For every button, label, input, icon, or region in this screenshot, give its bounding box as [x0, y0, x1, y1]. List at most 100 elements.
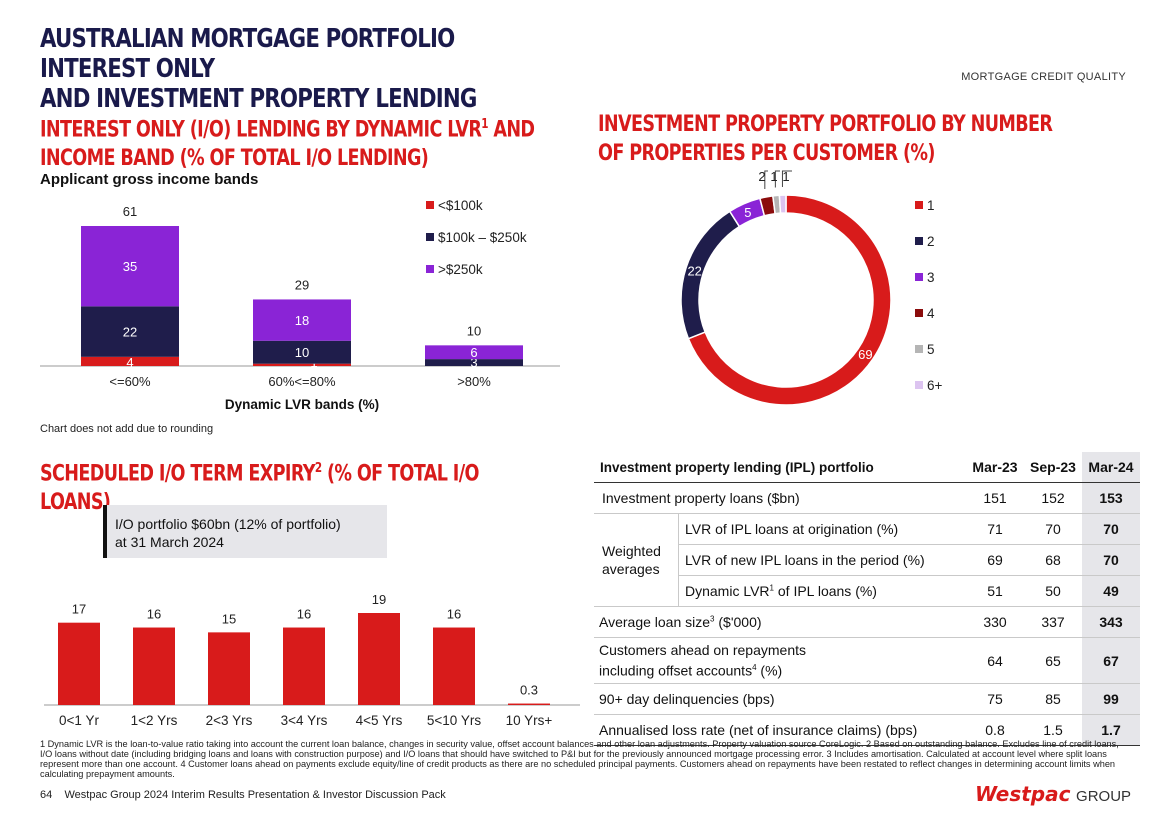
page-title-line1: AUSTRALIAN MORTGAGE PORTFOLIO INTEREST O…	[40, 24, 455, 84]
row-label-line2a: including offset accounts	[599, 662, 753, 679]
row-label: LVR of new IPL loans in the period (%)	[678, 544, 966, 576]
westpac-logo: Westpac GROUP	[975, 782, 1131, 807]
donut-slice	[778, 194, 787, 214]
ipp-title: INVESTMENT PROPERTY PORTFOLIO BY NUMBER …	[598, 110, 1094, 168]
page-title: AUSTRALIAN MORTGAGE PORTFOLIO INTEREST O…	[40, 24, 565, 114]
ipl-table: Investment property lending (IPL) portfo…	[594, 452, 1140, 746]
col-header-mar24: Mar-24	[1082, 452, 1140, 483]
weighted-averages-label: Weighted averages	[594, 513, 679, 607]
bar-total-label: 29	[295, 277, 309, 292]
table-row: Weighted averages LVR of IPL loans at or…	[594, 513, 1140, 607]
cell-value: 70	[1082, 513, 1140, 545]
legend-swatch	[915, 273, 923, 281]
legend-swatch	[915, 345, 923, 353]
slice-leader-line	[764, 170, 768, 190]
row-label: Dynamic LVR1 of IPL loans (%)	[678, 575, 966, 607]
cell-value: 70	[1082, 544, 1140, 576]
slice-label: 1	[782, 169, 789, 184]
slice-leader-line	[774, 170, 780, 188]
cell-value: 51	[966, 575, 1024, 607]
x-tick-label: 60%<=80%	[268, 374, 336, 389]
row-label-line2b: (%)	[756, 662, 783, 679]
bar	[133, 627, 175, 705]
row-label: Investment property loans ($bn)	[594, 482, 966, 514]
col-header-mar23: Mar-23	[966, 452, 1024, 483]
bar-segment	[425, 345, 523, 360]
row-label-sup: 1	[769, 583, 774, 593]
cell-value: 71	[966, 513, 1024, 545]
row-label: LVR of IPL loans at origination (%)	[678, 513, 966, 545]
bar-data-label: 15	[222, 611, 236, 626]
legend-label: <$100k	[438, 198, 483, 213]
ipl-table-wrap: Investment property lending (IPL) portfo…	[594, 452, 1140, 746]
x-tick-label: <=60%	[109, 374, 151, 389]
legend-swatch	[915, 237, 923, 245]
slice-label: 69	[858, 347, 872, 362]
footer-text: 64 Westpac Group 2024 Interim Results Pr…	[40, 789, 446, 801]
x-tick-label: 2<3 Yrs	[206, 713, 253, 728]
x-tick-label: 10 Yrs+	[506, 713, 553, 728]
slice-leader-line	[781, 170, 792, 188]
row-label: 90+ day delinquencies (bps)	[594, 683, 966, 715]
page-number: 64	[40, 789, 53, 801]
row-label: Annualised loss rate (net of insurance c…	[594, 714, 966, 746]
legend-label: 3	[927, 270, 935, 285]
expiry-title: SCHEDULED I/O TERM EXPIRY2 (% OF TOTAL I…	[40, 454, 552, 517]
footnotes: 1 Dynamic LVR is the loan-to-value ratio…	[40, 739, 1119, 779]
legend-label: 4	[927, 306, 935, 321]
bar-data-label: 16	[447, 607, 461, 622]
io-lvr-chart: 4223561<=60%110182960%<=80%3610>80%Dynam…	[40, 198, 560, 412]
ipp-title-line1: INVESTMENT PROPERTY PORTFOLIO BY NUMBER	[598, 112, 1053, 137]
bar-data-label: 0.3	[520, 683, 538, 698]
cell-value: 337	[1024, 606, 1082, 638]
group-label-line2: averages	[602, 561, 660, 577]
row-label-a: Average loan size	[599, 614, 711, 630]
bar-total-label: 61	[123, 204, 137, 219]
row-label: Customers ahead on repayments including …	[594, 637, 966, 684]
cell-value: 49	[1082, 575, 1140, 607]
cell-value: 1.5	[1024, 714, 1082, 746]
cell-value: 1.7	[1082, 714, 1140, 746]
legend-swatch	[426, 265, 434, 273]
io-lvr-title-sup: 1	[481, 117, 488, 132]
x-tick-label: 0<1 Yr	[59, 713, 99, 728]
cell-value: 99	[1082, 683, 1140, 715]
legend-label: 5	[927, 342, 935, 357]
bar-data-label: 22	[123, 325, 137, 340]
cell-value: 68	[1024, 544, 1082, 576]
bar-segment	[81, 306, 179, 357]
bar-data-label: 17	[72, 602, 86, 617]
ipp-title-line2: OF PROPERTIES PER CUSTOMER (%)	[598, 141, 935, 166]
x-tick-label: 4<5 Yrs	[356, 713, 403, 728]
bar	[208, 632, 250, 705]
x-axis-title: Dynamic LVR bands (%)	[225, 397, 379, 412]
bar-segment	[253, 363, 351, 366]
x-tick-label: 5<10 Yrs	[427, 713, 481, 728]
bar-segment	[81, 356, 179, 366]
legend-swatch	[915, 381, 923, 389]
bar-data-label: 10	[295, 345, 309, 360]
expiry-title-b: (% OF TOTAL I/O LOANS)	[40, 461, 479, 516]
x-tick-label: >80%	[457, 374, 491, 389]
row-label: Average loan size3 ($'000)	[594, 606, 966, 638]
bar-data-label: 16	[147, 607, 161, 622]
legend-label: 2	[927, 234, 935, 249]
cell-value: 65	[1024, 637, 1082, 684]
bar-data-label: 16	[297, 607, 311, 622]
logo-group: GROUP	[1076, 788, 1132, 805]
row-label-sup: 3	[710, 614, 715, 624]
bar-data-label: 6	[470, 345, 477, 360]
bar	[358, 613, 400, 705]
cell-value: 0.8	[966, 714, 1024, 746]
bar-segment	[253, 340, 351, 364]
cell-value: 50	[1024, 575, 1082, 607]
table-header-row: Investment property lending (IPL) portfo…	[594, 452, 1140, 483]
cell-value: 330	[966, 606, 1024, 638]
legend-swatch	[426, 201, 434, 209]
footer-label: Westpac Group 2024 Interim Results Prese…	[64, 789, 446, 801]
legend-label: $100k – $250k	[438, 230, 527, 245]
bar-data-label: 35	[123, 259, 137, 274]
group-label-line1: Weighted	[602, 543, 661, 559]
bar-data-label: 18	[295, 313, 309, 328]
